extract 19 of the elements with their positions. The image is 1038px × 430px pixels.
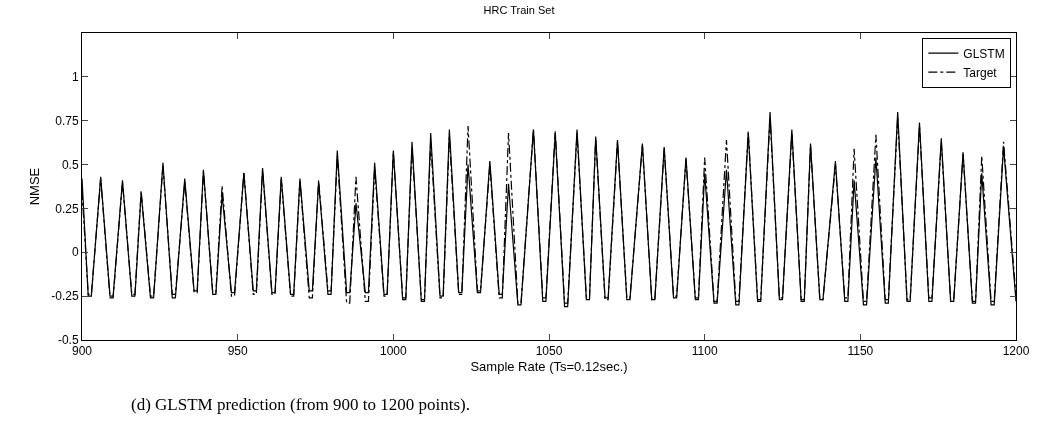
chart-title: HRC Train Set: [483, 4, 555, 17]
x-tick-label: 1050: [535, 344, 563, 359]
legend-label: Target: [963, 65, 998, 80]
legend-label: GLSTM: [963, 46, 1005, 61]
y-axis-title: NMSE: [27, 167, 43, 206]
y-tick-label: 0.25: [55, 201, 79, 216]
y-tick-label: -0.25: [51, 289, 79, 304]
y-tick-label: 1: [71, 70, 79, 85]
x-axis-title: Sample Rate (Ts=0.12sec.): [470, 359, 628, 374]
x-tick-label: 1200: [1002, 344, 1030, 359]
y-tick-label: 0.75: [55, 113, 79, 128]
y-tick-label: 0.5: [61, 157, 79, 172]
y-tick-label: 0: [71, 245, 79, 260]
x-tick-label: 1150: [847, 344, 874, 359]
x-tick-label: 950: [227, 344, 248, 359]
text: (d) GLSTM prediction (from 900 to 1200 points).: [131, 395, 471, 414]
x-tick-label: 1000: [379, 344, 407, 359]
x-tick-label: 1100: [691, 344, 718, 359]
x-tick-label: 900: [71, 344, 93, 359]
